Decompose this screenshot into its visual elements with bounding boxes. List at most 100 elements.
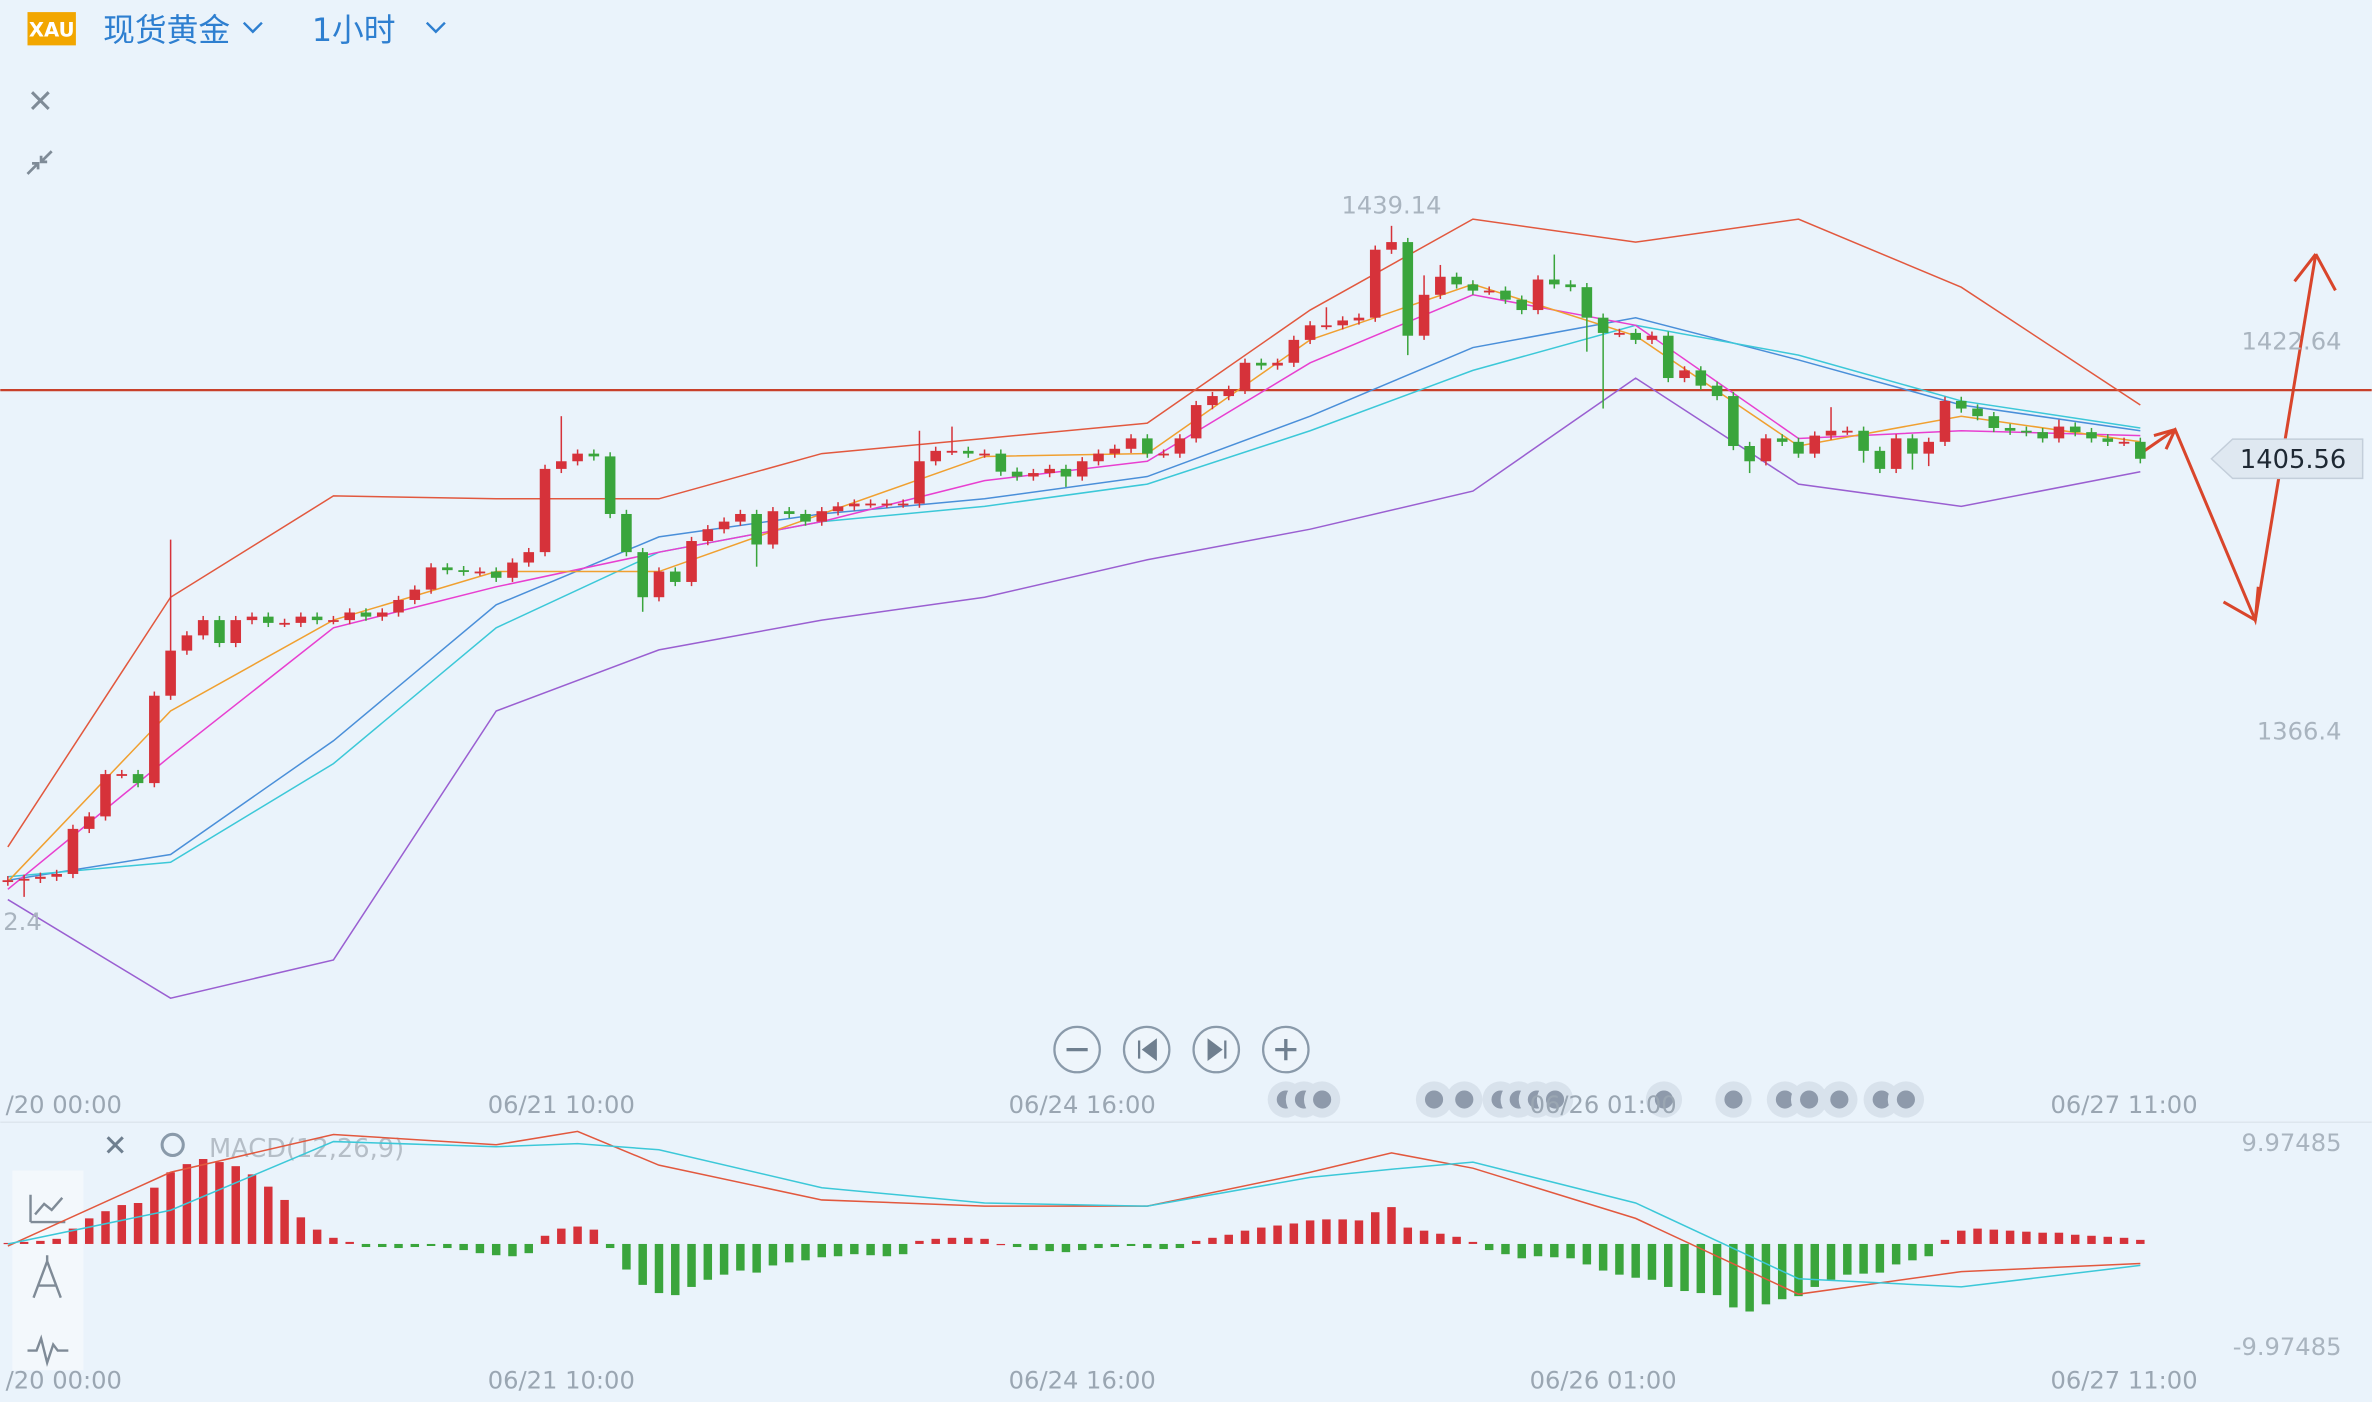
event-dot[interactable] bbox=[1455, 1090, 1474, 1109]
macd-bar bbox=[345, 1241, 354, 1244]
macd-bar bbox=[1191, 1240, 1201, 1244]
y-tick-label: -9.97485 bbox=[2233, 1333, 2342, 1361]
y-tick-label: 1366.4 bbox=[2257, 717, 2342, 745]
macd-bar bbox=[719, 1243, 729, 1275]
macd-bar bbox=[2119, 1237, 2129, 1244]
event-dot[interactable] bbox=[1545, 1090, 1565, 1109]
candle-body bbox=[1011, 471, 1023, 477]
candle-body bbox=[295, 616, 307, 623]
macd-bar bbox=[540, 1235, 550, 1244]
interval-dropdown[interactable] bbox=[425, 21, 446, 34]
collapse-button[interactable] bbox=[26, 150, 53, 175]
macd-bar bbox=[1126, 1243, 1136, 1247]
event-dot[interactable] bbox=[1313, 1090, 1332, 1109]
macd-bar bbox=[150, 1187, 159, 1244]
x-tick-label: 06/26 01:00 bbox=[1530, 1091, 1677, 1119]
x-tick-label: /20 00:00 bbox=[6, 1366, 122, 1394]
event-dot[interactable] bbox=[1775, 1090, 1794, 1109]
macd-title: MACD(12,26,9) bbox=[209, 1134, 404, 1164]
macd-bar bbox=[1891, 1243, 1901, 1265]
close-button[interactable] bbox=[30, 91, 50, 110]
candle-body bbox=[914, 461, 925, 504]
candle-body bbox=[230, 620, 242, 643]
candle-body bbox=[2037, 432, 2048, 439]
candle-body bbox=[376, 612, 388, 617]
candle-body bbox=[588, 453, 600, 457]
candle-body bbox=[214, 620, 225, 643]
candle-body bbox=[1972, 408, 1983, 417]
candle-body bbox=[2, 880, 14, 883]
candle-body bbox=[1028, 473, 1039, 477]
macd-bar bbox=[1598, 1243, 1608, 1271]
macd-bar bbox=[671, 1243, 680, 1296]
instrument-dropdown[interactable] bbox=[242, 21, 263, 34]
instrument-name[interactable]: 现货黄金 bbox=[103, 13, 230, 49]
macd-bar bbox=[1224, 1234, 1233, 1244]
macd-bar bbox=[1452, 1236, 1461, 1244]
macd-bar bbox=[1240, 1230, 1250, 1244]
macd-bar bbox=[443, 1243, 452, 1249]
macd-bar bbox=[2005, 1230, 2015, 1244]
macd-settings[interactable] bbox=[160, 1132, 185, 1157]
candle-body bbox=[1190, 405, 1202, 439]
price-tag bbox=[2210, 438, 2364, 480]
macd-bar bbox=[964, 1237, 973, 1244]
candle-body bbox=[2053, 426, 2065, 439]
symbol-badge[interactable] bbox=[27, 12, 76, 46]
candle-body bbox=[1353, 317, 1365, 321]
macd-bar bbox=[1029, 1243, 1038, 1251]
candle-body bbox=[621, 513, 632, 553]
macd-bar bbox=[2070, 1234, 2080, 1244]
candle-body bbox=[1223, 389, 1235, 397]
indicator-line bbox=[7, 283, 2141, 883]
drawing-tool[interactable] bbox=[32, 1255, 62, 1299]
event-markers bbox=[1267, 1081, 1925, 1118]
y-tick-label: 9.97485 bbox=[2241, 1129, 2341, 1157]
candle-body bbox=[1760, 438, 1772, 462]
side-toolbar bbox=[12, 1170, 84, 1371]
macd-bar bbox=[557, 1228, 566, 1244]
event-dot[interactable] bbox=[1896, 1090, 1915, 1109]
macd-bar bbox=[1761, 1243, 1771, 1305]
candle-body bbox=[1044, 468, 1055, 474]
candle-body bbox=[930, 450, 942, 462]
macd-bar bbox=[980, 1238, 989, 1244]
candle-body bbox=[181, 635, 193, 651]
macd-bar bbox=[1371, 1212, 1380, 1244]
macd-close[interactable] bbox=[106, 1136, 124, 1154]
macd-bar bbox=[361, 1243, 371, 1248]
candle-body bbox=[653, 571, 665, 598]
indicator-line bbox=[7, 324, 2141, 878]
macd-bar bbox=[882, 1243, 892, 1257]
interval[interactable]: 1小时 bbox=[312, 13, 396, 49]
candle-body bbox=[783, 511, 795, 514]
macd-bar bbox=[1908, 1243, 1917, 1261]
candle-body bbox=[2021, 430, 2032, 433]
candle-body bbox=[979, 453, 990, 456]
macd-bar bbox=[1419, 1230, 1429, 1244]
macd-bar bbox=[508, 1243, 517, 1257]
y-tick-label: 1422.64 bbox=[2241, 327, 2341, 355]
event-dot[interactable] bbox=[1872, 1090, 1891, 1109]
event-dot[interactable] bbox=[1424, 1090, 1444, 1109]
macd-bar bbox=[605, 1243, 615, 1249]
event-dot[interactable] bbox=[1724, 1090, 1743, 1109]
macd-bar bbox=[264, 1186, 273, 1244]
macd-bar bbox=[84, 1218, 94, 1244]
candle-body bbox=[1386, 242, 1397, 250]
macd-bar bbox=[1745, 1243, 1754, 1312]
candle-body bbox=[718, 521, 730, 530]
event-dot[interactable] bbox=[1654, 1090, 1673, 1109]
candle-body bbox=[197, 620, 209, 636]
event-dot[interactable] bbox=[1830, 1090, 1849, 1109]
macd-bar bbox=[426, 1243, 436, 1247]
candle-body bbox=[1483, 290, 1495, 293]
macd-bar bbox=[850, 1243, 859, 1255]
candle-body bbox=[962, 450, 974, 454]
macd-bar bbox=[117, 1205, 127, 1244]
candle-body bbox=[1890, 438, 1902, 469]
candle-body bbox=[425, 567, 437, 590]
event-dot[interactable] bbox=[1800, 1090, 1819, 1109]
macd-bar bbox=[1061, 1243, 1071, 1253]
signal-tool[interactable] bbox=[27, 1334, 69, 1368]
